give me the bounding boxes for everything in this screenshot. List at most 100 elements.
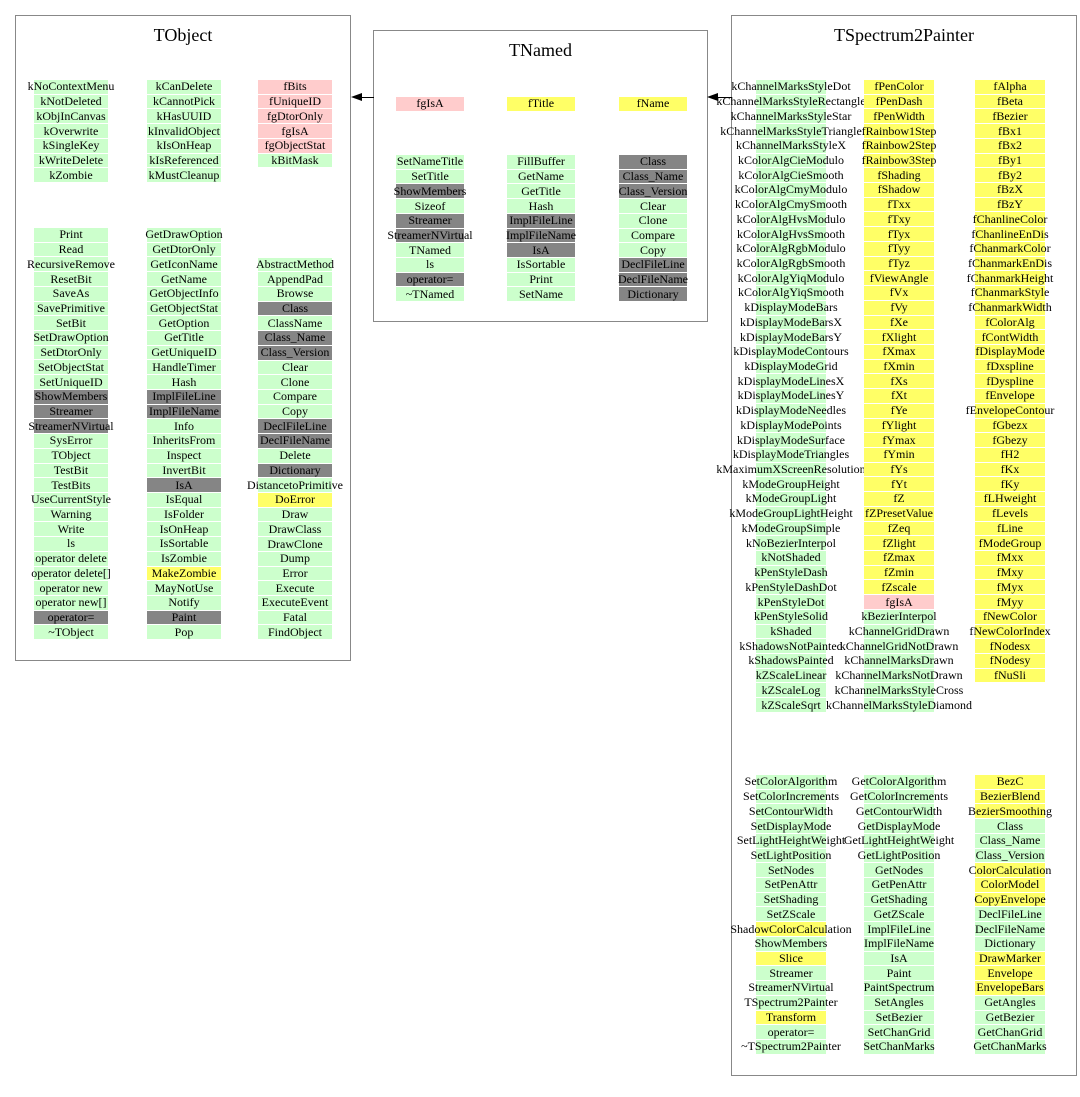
member-cell[interactable]: fChanlineColor: [972, 211, 1048, 227]
member-cell[interactable]: GetColorAlgorithm: [851, 774, 947, 789]
member-cell[interactable]: SetColorAlgorithm: [744, 774, 838, 789]
member-cell[interactable]: ImplFileLine: [864, 922, 934, 936]
member-cell[interactable]: operator=: [756, 1025, 826, 1039]
member-cell[interactable]: SetChanMarks: [863, 1039, 935, 1054]
member-cell[interactable]: operator new[]: [34, 595, 108, 610]
member-cell[interactable]: SaveAs: [34, 287, 108, 301]
member-cell[interactable]: fMyx: [975, 580, 1045, 595]
member-cell[interactable]: fBeta: [975, 95, 1045, 109]
member-cell[interactable]: MakeZombie: [147, 567, 221, 581]
member-cell[interactable]: GetDrawOption: [145, 227, 223, 242]
member-cell[interactable]: kColorAlgCmyModulo: [734, 182, 848, 197]
member-cell[interactable]: kShaded: [756, 625, 826, 639]
member-cell[interactable]: Draw: [258, 508, 332, 522]
member-cell[interactable]: kDisplayModeLinesY: [737, 388, 845, 403]
member-cell[interactable]: fTitle: [507, 97, 575, 111]
member-cell[interactable]: ShowMembers: [754, 936, 828, 951]
member-cell[interactable]: kDisplayModeGrid: [744, 359, 838, 374]
member-cell[interactable]: InvertBit: [147, 463, 221, 478]
member-cell[interactable]: fContWidth: [975, 330, 1045, 344]
member-cell[interactable]: GetAngles: [975, 996, 1045, 1010]
member-cell[interactable]: BezC: [975, 775, 1045, 789]
member-cell[interactable]: ~TObject: [34, 625, 108, 640]
member-cell[interactable]: fViewAngle: [864, 271, 934, 286]
member-cell[interactable]: fXlight: [864, 330, 934, 344]
member-cell[interactable]: ls: [396, 258, 464, 272]
member-cell[interactable]: kMustCleanup: [147, 167, 221, 183]
member-cell[interactable]: Class_Name: [619, 170, 687, 184]
member-cell[interactable]: DoError: [258, 493, 332, 507]
member-cell[interactable]: AbstractMethod: [256, 256, 334, 272]
member-cell[interactable]: GetOption: [147, 316, 221, 331]
member-cell[interactable]: fTyx: [864, 227, 934, 241]
member-cell[interactable]: fgIsA: [258, 124, 332, 138]
member-cell[interactable]: fChanmarkHeight: [966, 270, 1054, 286]
member-cell[interactable]: SetLightHeightWeight: [736, 833, 846, 848]
member-cell[interactable]: GetChanGrid: [975, 1025, 1045, 1039]
member-cell[interactable]: fKx: [975, 463, 1045, 477]
member-cell[interactable]: DrawClone: [258, 537, 332, 551]
member-cell[interactable]: Envelope: [975, 966, 1045, 981]
member-cell[interactable]: GetLightHeightWeight: [843, 833, 955, 848]
member-cell[interactable]: Class_Name: [258, 331, 332, 345]
member-cell[interactable]: GetContourWidth: [855, 803, 943, 819]
member-cell[interactable]: ShowMembers: [34, 389, 108, 404]
member-cell[interactable]: Read: [34, 243, 108, 257]
member-cell[interactable]: kNoContextMenu: [27, 79, 115, 94]
member-cell[interactable]: FindObject: [258, 625, 332, 640]
member-cell[interactable]: kZScaleLinear: [755, 668, 827, 683]
member-cell[interactable]: Clear: [619, 199, 687, 213]
member-cell[interactable]: ImplFileName: [506, 227, 576, 243]
member-cell[interactable]: SetContourWidth: [748, 803, 834, 819]
member-cell[interactable]: fVx: [864, 286, 934, 300]
member-cell[interactable]: GetObjectInfo: [147, 287, 221, 301]
member-cell[interactable]: kCanDelete: [147, 80, 221, 94]
member-cell[interactable]: GetTitle: [147, 331, 221, 345]
member-cell[interactable]: ShadowColorCalculation: [730, 921, 852, 936]
member-cell[interactable]: fYmin: [864, 448, 934, 462]
member-cell[interactable]: fBzX: [975, 183, 1045, 197]
member-cell[interactable]: IsSortable: [147, 537, 221, 551]
member-cell[interactable]: Copy: [619, 243, 687, 258]
member-cell[interactable]: Compare: [258, 390, 332, 404]
member-cell[interactable]: fModeGroup: [975, 536, 1045, 550]
member-cell[interactable]: SetPenAttr: [756, 878, 826, 892]
member-cell[interactable]: fDyspline: [975, 374, 1045, 389]
member-cell[interactable]: Dump: [258, 552, 332, 566]
member-cell[interactable]: MayNotUse: [147, 581, 221, 595]
member-cell[interactable]: kColorAlgRgbModulo: [736, 241, 846, 256]
member-cell[interactable]: kChannelMarksStyleStar: [730, 108, 852, 124]
member-cell[interactable]: FillBuffer: [507, 155, 575, 169]
member-cell[interactable]: fChanmarkStyle: [970, 285, 1050, 300]
member-cell[interactable]: IsA: [507, 243, 575, 258]
member-cell[interactable]: Write: [34, 522, 108, 537]
member-cell[interactable]: SysError: [34, 434, 108, 448]
member-cell[interactable]: kDisplayModeSurface: [737, 432, 845, 447]
member-cell[interactable]: kDisplayModeBars: [744, 300, 838, 315]
member-cell[interactable]: fDxspline: [975, 360, 1045, 374]
member-cell[interactable]: kIsOnHeap: [147, 139, 221, 153]
member-cell[interactable]: Print: [34, 228, 108, 242]
member-cell[interactable]: Streamer: [396, 214, 464, 228]
member-cell[interactable]: fGbezx: [975, 419, 1045, 433]
member-cell[interactable]: fZlight: [864, 536, 934, 550]
member-cell[interactable]: Dictionary: [975, 937, 1045, 951]
member-cell[interactable]: Execute: [258, 581, 332, 596]
member-cell[interactable]: kChannelMarksStyleTriangle: [720, 123, 862, 138]
member-cell[interactable]: fNodesy: [975, 654, 1045, 668]
member-cell[interactable]: GetObjectStat: [147, 302, 221, 316]
member-cell[interactable]: GetZScale: [864, 907, 934, 922]
member-cell[interactable]: fShading: [864, 168, 934, 183]
member-cell[interactable]: fShadow: [864, 183, 934, 197]
member-cell[interactable]: fVy: [864, 301, 934, 315]
member-cell[interactable]: Streamer: [34, 405, 108, 419]
member-cell[interactable]: fBy2: [975, 168, 1045, 183]
member-cell[interactable]: StreamerNVirtual: [748, 980, 834, 995]
member-cell[interactable]: Transform: [756, 1010, 826, 1025]
member-cell[interactable]: SetName: [507, 287, 575, 302]
member-cell[interactable]: IsA: [864, 952, 934, 966]
member-cell[interactable]: Pop: [147, 625, 221, 640]
member-cell[interactable]: TObject: [34, 449, 108, 463]
member-cell[interactable]: Class: [975, 819, 1045, 833]
member-cell[interactable]: fUniqueID: [258, 95, 332, 109]
